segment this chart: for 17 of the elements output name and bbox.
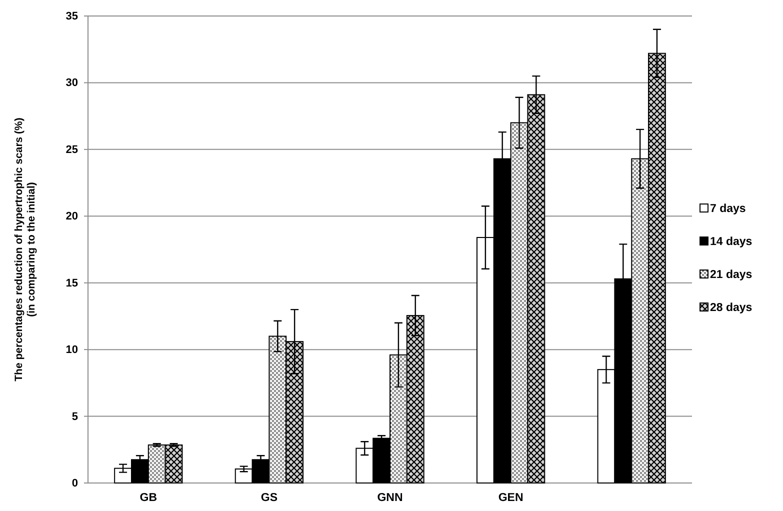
y-tick-label: 0 — [72, 478, 78, 490]
y-tick-label: 35 — [66, 10, 78, 23]
y-tick-label: 30 — [66, 77, 78, 90]
x-tick-label: GB — [140, 492, 158, 504]
legend-label: 21 days — [710, 269, 752, 281]
x-tick-label: GS — [260, 492, 278, 504]
y-tick-label: 10 — [66, 344, 78, 356]
x-tick-label: GNN — [377, 492, 403, 504]
y-tick-label: 20 — [66, 210, 78, 223]
legend-label: 14 days — [710, 236, 752, 248]
x-tick-label: GEN — [498, 492, 524, 504]
legend-label: 7 days — [710, 203, 746, 215]
y-axis-title: The percentages reduction of hypertrophic scars (%) (in comparing to the initial) — [13, 118, 38, 382]
y-tick-label: 15 — [66, 277, 78, 290]
legend-label: 28 days — [710, 302, 752, 314]
y-tick-label: 25 — [66, 144, 78, 156]
y-tick-label: 5 — [72, 410, 78, 423]
